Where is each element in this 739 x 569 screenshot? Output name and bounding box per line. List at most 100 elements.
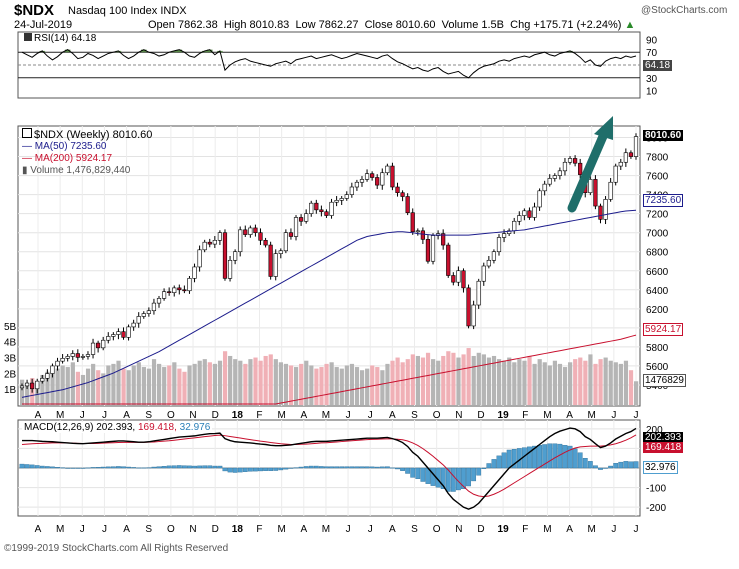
candle-body [35, 380, 40, 390]
candle-body [324, 211, 329, 216]
volume-bar [502, 360, 507, 405]
volume-bar [471, 355, 476, 405]
volume-bar [329, 362, 334, 405]
volume-bar [370, 365, 375, 405]
candle-body [146, 310, 151, 314]
candle-body [197, 249, 202, 268]
volume-bar [167, 365, 172, 405]
macd-x-tick-label: M [322, 524, 330, 535]
macd-x-tick-label: J [634, 524, 639, 535]
candle-body [75, 353, 80, 358]
macd-histogram-bar [405, 467, 411, 474]
volume-bar [562, 367, 568, 405]
candle-body [80, 356, 85, 358]
macd-histogram-bar [80, 467, 86, 469]
macd-histogram-bar [562, 445, 568, 469]
macd-histogram-bar [379, 466, 385, 469]
macd-x-tick-label: D [477, 524, 484, 535]
macd-x-tick-label: M [277, 524, 285, 535]
macd-histogram-bar [176, 465, 182, 469]
macd-histogram-bar [445, 467, 451, 492]
candle-body [177, 287, 182, 291]
volume-bar [309, 365, 314, 405]
price-tick-label: 6200 [646, 305, 669, 316]
price-tick-label: 5600 [646, 362, 669, 373]
watermark: @StockCharts.com [641, 5, 728, 16]
candle-body [334, 200, 339, 203]
macd-histogram-bar [359, 466, 365, 469]
candle-body [136, 316, 141, 324]
last-price-label: 8010.60 [643, 130, 684, 141]
macd-x-tick-label: J [80, 524, 85, 535]
price-candles [19, 133, 639, 394]
candle-body [390, 165, 395, 188]
volume-bar [55, 368, 60, 405]
volume-bar [222, 351, 228, 405]
candle-body [283, 232, 288, 252]
candle-body [395, 186, 400, 194]
macd-histogram-bar [354, 466, 360, 469]
candle-body [441, 233, 446, 246]
volume-bar [588, 354, 593, 405]
macd-x-tick-label: M [543, 524, 551, 535]
macd-histogram-bar [50, 466, 55, 469]
volume-bar [507, 357, 512, 405]
candle-body [19, 385, 25, 389]
candle-body [167, 291, 172, 293]
volume-bar [96, 370, 101, 405]
volume-bar [131, 365, 136, 405]
volume-bar [228, 355, 233, 405]
volume-bar [243, 363, 248, 405]
macd-legend-text: MACD(12,26,9) 202.393, [24, 422, 136, 433]
rsi-series [21, 49, 637, 79]
macd-x-tick-label: A [300, 524, 307, 535]
macd-histogram-bar [501, 452, 507, 469]
macd-histogram-bar [511, 449, 517, 469]
macd-tick-label: 200 [646, 425, 663, 436]
macd-histogram-bar [506, 449, 512, 469]
candle-body [304, 213, 309, 222]
macd-tick-label: -100 [646, 484, 666, 495]
volume-bar [486, 357, 492, 405]
macd-histogram-bar [151, 466, 157, 469]
volume-bar [263, 355, 268, 405]
macd-histogram-bar [466, 467, 471, 487]
macd-x-tick-label: J [102, 524, 107, 535]
candle-body [253, 227, 258, 233]
x-tick-label: S [411, 410, 418, 421]
candle-body [486, 259, 491, 267]
macd-histogram-bar [420, 467, 426, 482]
low-value: Low 7862.27 [295, 19, 359, 31]
volume-bar [547, 365, 552, 405]
macd-histogram-bar [542, 444, 548, 469]
macd-x-tick-label: F [522, 524, 528, 535]
candle-body [405, 196, 410, 214]
x-tick-label: J [368, 410, 373, 421]
macd-histogram-bar [339, 466, 345, 469]
volume-bar [476, 352, 481, 405]
volume-bar [172, 362, 177, 405]
volume-bar [349, 363, 355, 405]
volume-bar [354, 367, 360, 405]
macd-x-tick-label: S [145, 524, 152, 535]
x-tick-label: M [322, 410, 330, 421]
candle-body [344, 194, 349, 199]
price-tick-label: 5800 [646, 343, 669, 354]
volume-bar [141, 367, 146, 405]
candle-body [628, 152, 634, 157]
candle-body [222, 232, 228, 279]
volume-bar [146, 368, 152, 405]
candle-body [273, 253, 278, 277]
volume-bar [608, 360, 613, 405]
candle-body [456, 270, 461, 283]
volume-bar [603, 357, 608, 405]
price-tick-label: 7800 [646, 153, 669, 164]
macd-x-tick-label: F [256, 524, 262, 535]
macd-value-label: 202.393 [643, 432, 684, 443]
volume-bar [537, 359, 542, 405]
volume-bar [319, 367, 324, 405]
volume-bar [85, 368, 91, 405]
candle-body [156, 298, 162, 304]
macd-histogram-bar [212, 465, 218, 469]
volume-bar [197, 360, 202, 405]
